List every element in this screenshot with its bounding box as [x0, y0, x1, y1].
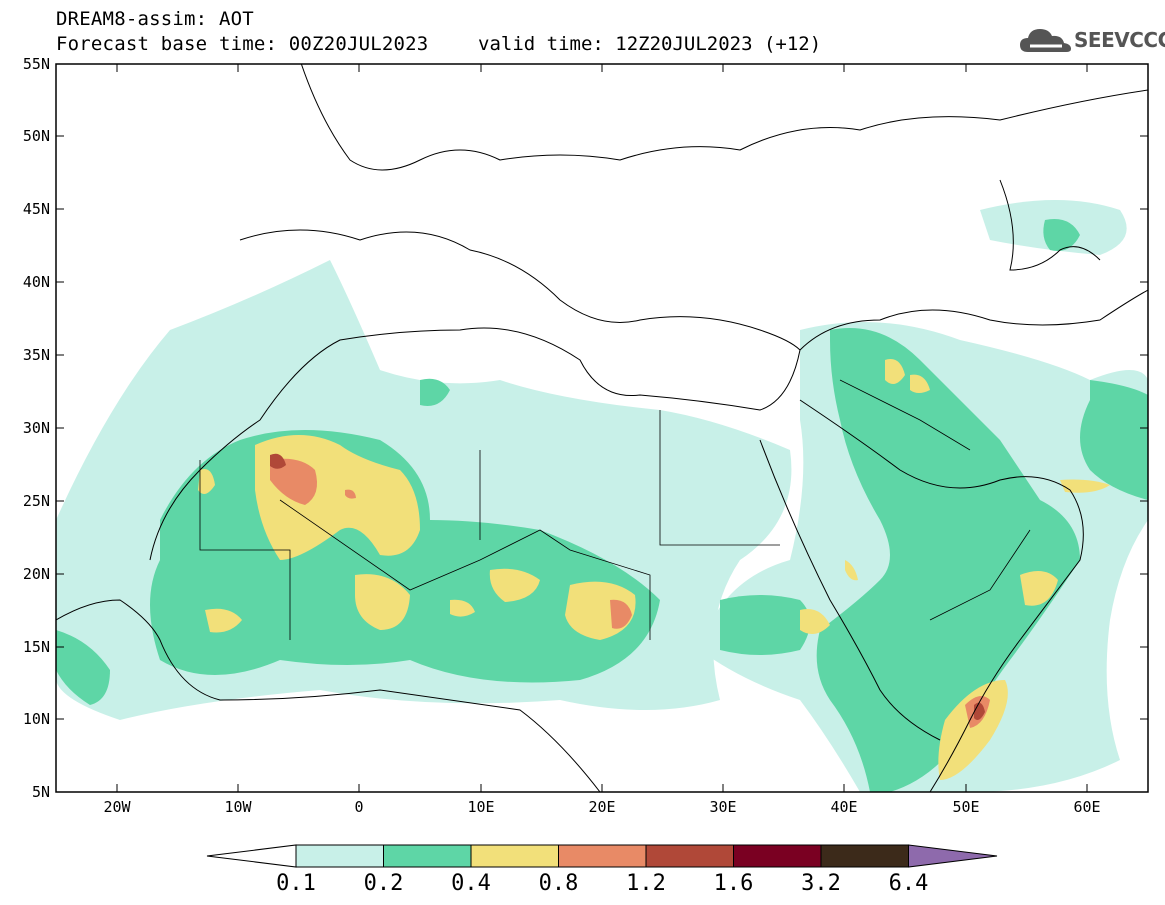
cloud-icon	[1020, 29, 1071, 52]
lat-label-10n: 10N	[23, 710, 50, 728]
seevccc-logo: SEEVCCC	[1018, 24, 1165, 56]
colorbar-under-arrow	[206, 844, 297, 868]
map-title: DREAM8-assim: AOT	[56, 8, 254, 30]
lon-label-0: 0	[354, 798, 363, 816]
borders	[199, 379, 1031, 640]
colorbar-bin-0.1	[295, 844, 384, 868]
colorbar-tick-3.2: 3.2	[801, 871, 841, 896]
logo-text: SEEVCCC	[1074, 28, 1165, 52]
lon-label-50e: 50E	[952, 798, 979, 816]
lon-label-30e: 30E	[709, 798, 736, 816]
lon-label-10w: 10W	[224, 798, 252, 816]
colorbar-bin-0.2	[383, 844, 472, 868]
lat-label-5n: 5N	[32, 783, 50, 801]
colorbar-tick-1.6: 1.6	[714, 871, 754, 896]
colorbar-bin-0.4	[470, 844, 559, 868]
colorbar-tick-0.4: 0.4	[451, 871, 491, 896]
lat-label-35n: 35N	[23, 346, 50, 364]
lon-axis: 20W 10W 0 10E 20E 30E 40E 50E 60E	[103, 64, 1101, 816]
lat-label-55n: 55N	[23, 55, 50, 73]
lon-label-10e: 10E	[467, 798, 494, 816]
colorbar-bin-1.2	[645, 844, 734, 868]
coastlines	[56, 64, 1148, 792]
lat-axis: 55N 50N 45N 40N 35N 30N 25N 20N 15N 10N …	[23, 55, 1148, 801]
colorbar-tick-6.4: 6.4	[889, 871, 929, 896]
colorbar-tick-0.8: 0.8	[539, 871, 579, 896]
lat-label-30n: 30N	[23, 419, 50, 437]
colorbar-tick-0.2: 0.2	[364, 871, 404, 896]
colorbar-bin-3.2	[820, 844, 909, 868]
lat-label-40n: 40N	[23, 273, 50, 291]
colorbar-over-arrow	[908, 844, 998, 868]
lon-label-20e: 20E	[588, 798, 615, 816]
lon-label-20w: 20W	[103, 798, 131, 816]
colorbar-tick-0.1: 0.1	[276, 871, 316, 896]
lat-label-20n: 20N	[23, 565, 50, 583]
colorbar-bin-0.8	[558, 844, 647, 868]
aot-field	[56, 200, 1148, 792]
aot-level-0.8	[270, 458, 990, 728]
lon-label-40e: 40E	[830, 798, 857, 816]
lat-label-25n: 25N	[23, 492, 50, 510]
lat-label-15n: 15N	[23, 638, 50, 656]
lat-label-50n: 50N	[23, 127, 50, 145]
lat-label-45n: 45N	[23, 200, 50, 218]
colorbar-tick-1.2: 1.2	[626, 871, 666, 896]
colorbar: 0.1 0.2 0.4 0.8 1.2 1.6 3.2 6.4	[206, 844, 998, 896]
lon-label-60e: 60E	[1073, 798, 1100, 816]
valid-time: valid time: 12Z20JUL2023 (+12)	[478, 33, 822, 55]
forecast-base-time: Forecast base time: 00Z20JUL2023	[56, 33, 429, 55]
colorbar-bin-1.6	[733, 844, 822, 868]
